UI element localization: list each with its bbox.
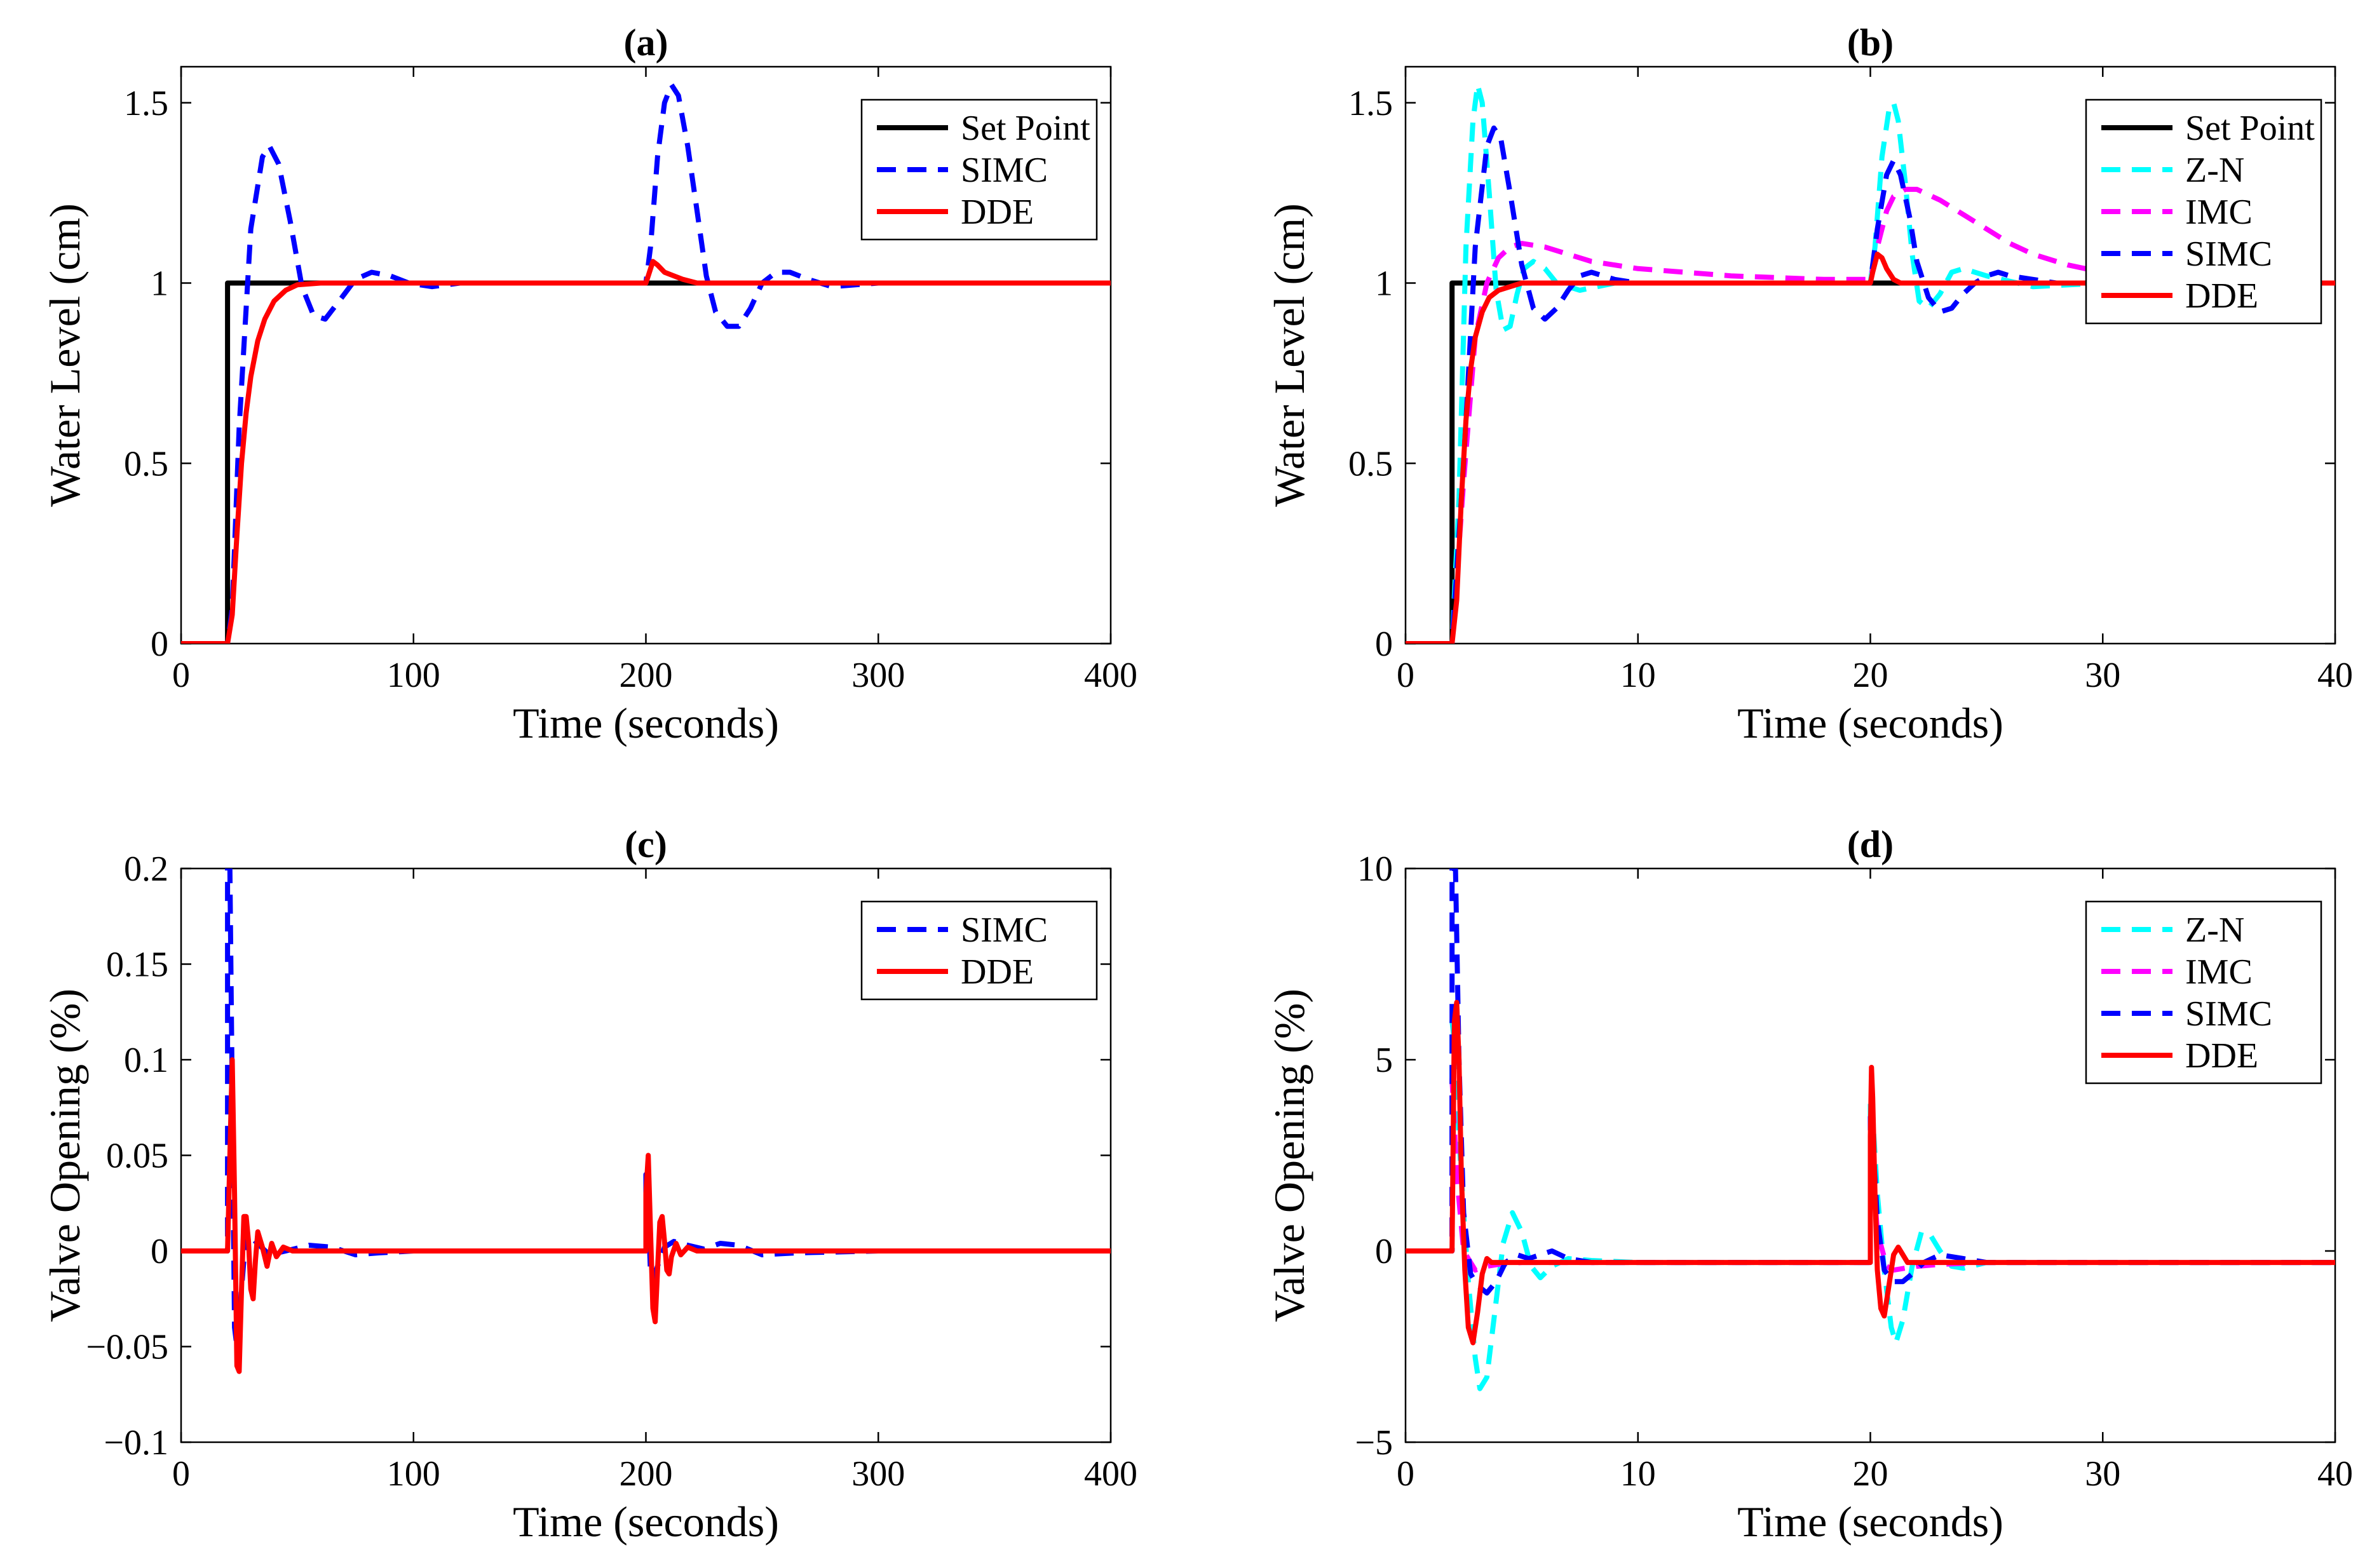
- series-line-dde: [1406, 999, 2335, 1346]
- y-axis-label: Valve Opening (%): [41, 989, 89, 1322]
- x-tick-label: 0: [172, 656, 190, 695]
- y-axis-label: Water Level (cm): [1265, 203, 1313, 507]
- panel-title: (a): [624, 22, 668, 64]
- x-tick-label: 100: [387, 656, 440, 695]
- series-line-dde: [181, 1057, 1111, 1374]
- x-tick-label: 20: [1853, 1454, 1888, 1494]
- legend-label: IMC: [2185, 952, 2253, 992]
- y-tick-label: 0.5: [1348, 444, 1393, 483]
- y-tick-label: −0.05: [86, 1328, 168, 1367]
- y-tick-label: 0.5: [124, 444, 168, 483]
- x-tick-label: 300: [851, 656, 905, 695]
- legend-label: SIMC: [961, 151, 1048, 190]
- x-axis-label: Time (seconds): [1737, 1497, 2003, 1546]
- x-tick-label: 0: [172, 1454, 190, 1494]
- series-line-dde: [181, 259, 1111, 644]
- y-tick-label: 0.15: [106, 945, 168, 985]
- y-tick-label: 0: [151, 625, 168, 664]
- x-tick-label: 400: [1084, 656, 1137, 695]
- y-tick-label: 10: [1357, 849, 1393, 889]
- y-tick-label: −5: [1355, 1423, 1393, 1463]
- legend-label: Set Point: [961, 109, 1090, 148]
- series-line-simc: [1406, 125, 2335, 644]
- legend-box: [860, 900, 1098, 1001]
- x-tick-label: 400: [1084, 1454, 1137, 1494]
- legend-label: DDE: [2185, 276, 2258, 316]
- series-line-z-n: [1406, 1018, 2335, 1391]
- panel-b: 0 10 20 30 40 0 0.5 1 1.5 (b) Time (seconds) Water …: [1265, 22, 2353, 747]
- x-tick-label: 30: [2085, 656, 2120, 695]
- y-axis-label: Valve Opening (%): [1265, 989, 1313, 1322]
- legend-label: SIMC: [2185, 994, 2272, 1034]
- x-tick-label: 200: [620, 1454, 673, 1494]
- panel-c: 0 100 200 300 400 −0.1 −0.05 0 0.05 0.1 0.15 0.2 (c)…: [41, 823, 1137, 1546]
- y-axis-label: Water Level (cm): [41, 203, 89, 507]
- x-tick-label: 200: [620, 656, 673, 695]
- y-tick-label: 0: [1375, 1232, 1393, 1271]
- y-tick-label: −0.1: [104, 1423, 168, 1463]
- x-tick-label: 0: [1397, 1454, 1414, 1494]
- series-group: [1406, 82, 2335, 644]
- legend-label: Z-N: [2185, 151, 2244, 190]
- legend-label: Set Point: [2185, 109, 2315, 148]
- legend-label: DDE: [2185, 1036, 2258, 1076]
- panel-title: (d): [1847, 823, 1894, 865]
- y-tick-label: 1: [1375, 264, 1393, 304]
- x-axis-label: Time (seconds): [513, 1497, 779, 1546]
- y-tick-label: 0: [1375, 625, 1393, 664]
- legend-label: SIMC: [961, 910, 1048, 950]
- x-tick-label: 20: [1853, 656, 1888, 695]
- y-tick-label: 0: [151, 1232, 168, 1271]
- series-line-z-n: [1406, 82, 2335, 644]
- legend-box: [2085, 98, 2322, 325]
- y-tick-label: 0.2: [124, 849, 168, 889]
- x-tick-label: 0: [1397, 656, 1414, 695]
- x-axis-label: Time (seconds): [1737, 699, 2003, 747]
- panel-a: 0 100 200 300 400 0 0.5 1 1.5 (a) Time (seconds) Wa…: [41, 22, 1137, 747]
- x-tick-label: 30: [2085, 1454, 2120, 1494]
- x-tick-label: 40: [2317, 1454, 2353, 1494]
- legend-label: SIMC: [2185, 234, 2272, 274]
- x-tick-label: 10: [1620, 656, 1656, 695]
- y-tick-label: 1.5: [1348, 84, 1393, 123]
- y-tick-label: 1.5: [124, 84, 168, 123]
- x-tick-label: 300: [851, 1454, 905, 1494]
- series-group: [181, 868, 1111, 1374]
- series-line-set-point: [181, 280, 1111, 644]
- y-tick-label: 5: [1375, 1041, 1393, 1080]
- x-axis-label: Time (seconds): [513, 699, 779, 747]
- panel-title: (c): [625, 823, 667, 865]
- legend-label: IMC: [2185, 193, 2253, 232]
- x-tick-label: 40: [2317, 656, 2353, 695]
- y-tick-label: 0.05: [106, 1137, 168, 1176]
- series-group: [181, 82, 1111, 644]
- series-line-dde: [1406, 252, 2335, 644]
- y-tick-label: 1: [151, 264, 168, 304]
- x-tick-label: 10: [1620, 1454, 1656, 1494]
- series-line-set-point: [1406, 280, 2335, 644]
- legend-label: DDE: [961, 193, 1034, 232]
- legend-label: Z-N: [2185, 910, 2244, 950]
- legend-label: DDE: [961, 952, 1034, 992]
- series-group: [1406, 868, 2335, 1391]
- x-tick-label: 100: [387, 1454, 440, 1494]
- panel-title: (b): [1847, 22, 1894, 64]
- legend-box: [860, 98, 1098, 241]
- y-tick-label: 0.1: [124, 1041, 168, 1080]
